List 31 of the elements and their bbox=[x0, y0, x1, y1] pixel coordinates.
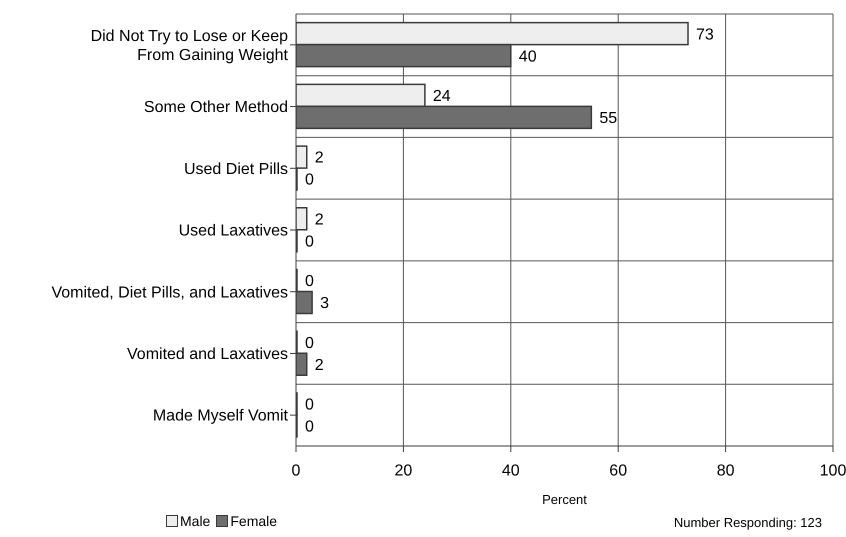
x-tick-label: 20 bbox=[394, 462, 412, 480]
y-tick-label: Made Myself Vomit bbox=[152, 408, 289, 425]
y-tick-label: Vomited and Laxatives bbox=[127, 346, 288, 364]
y-tick-label: Did Not Try to Lose or Keep From Gaining Weight bbox=[90, 28, 289, 64]
text: Number Responding: 123 bbox=[674, 515, 822, 530]
data-label: 2 bbox=[314, 150, 324, 167]
data-label: 0 bbox=[305, 273, 314, 290]
data-label: 24 bbox=[432, 88, 451, 106]
data-label: 2 bbox=[314, 211, 324, 228]
x-tick-label: 100 bbox=[820, 462, 846, 480]
data-label: 0 bbox=[305, 334, 314, 352]
data-label: 2 bbox=[314, 356, 324, 374]
data-label: 0 bbox=[305, 233, 314, 250]
data-label: 0 bbox=[305, 172, 314, 189]
x-tick-label: 0 bbox=[292, 462, 301, 480]
data-label: 40 bbox=[518, 48, 537, 66]
x-tick-label: 40 bbox=[502, 462, 520, 480]
x-tick-label: 60 bbox=[609, 462, 628, 480]
y-tick-label: Vomited, Diet Pills, and Laxatives bbox=[51, 284, 288, 302]
legend-label: Male bbox=[180, 513, 210, 529]
data-label: 73 bbox=[696, 26, 714, 44]
data-label: 55 bbox=[599, 110, 618, 128]
y-tick-label: Some Other Method bbox=[144, 99, 288, 116]
legend-label: Female bbox=[230, 513, 278, 529]
x-tick-label: 80 bbox=[716, 462, 735, 480]
y-tick-label: Used Laxatives bbox=[178, 222, 288, 240]
data-label: 0 bbox=[305, 396, 314, 414]
x-axis-title: Percent bbox=[542, 492, 588, 507]
data-label: 3 bbox=[320, 295, 330, 312]
y-tick-label: Used Diet Pills bbox=[184, 160, 288, 178]
data-label: 0 bbox=[305, 418, 314, 436]
